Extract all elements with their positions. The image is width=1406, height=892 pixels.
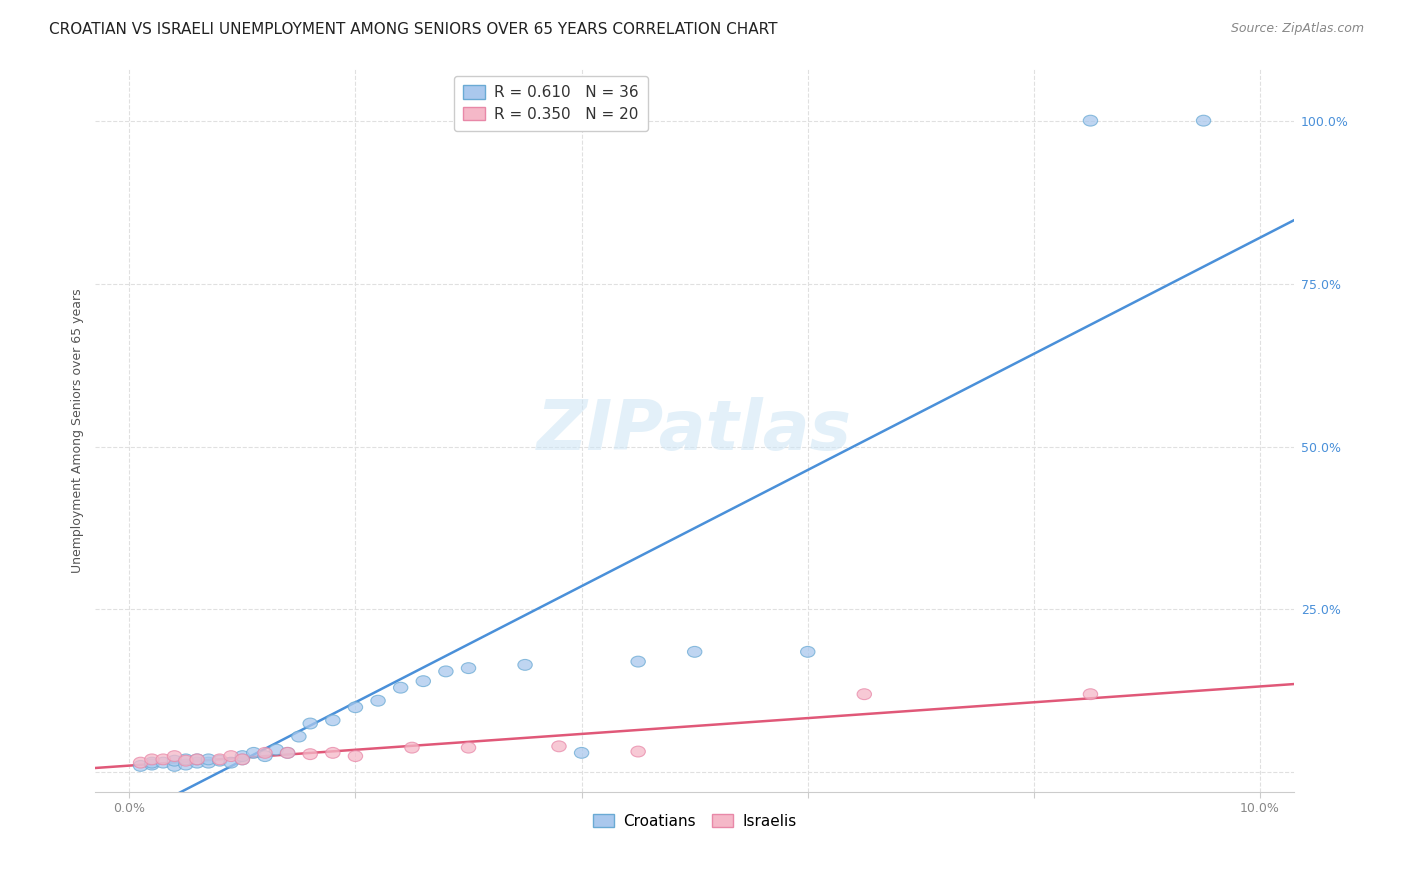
Legend: Croatians, Israelis: Croatians, Israelis <box>586 807 803 835</box>
Text: ZIPatlas: ZIPatlas <box>537 397 852 464</box>
Text: Source: ZipAtlas.com: Source: ZipAtlas.com <box>1230 22 1364 36</box>
Y-axis label: Unemployment Among Seniors over 65 years: Unemployment Among Seniors over 65 years <box>72 288 84 573</box>
Text: CROATIAN VS ISRAELI UNEMPLOYMENT AMONG SENIORS OVER 65 YEARS CORRELATION CHART: CROATIAN VS ISRAELI UNEMPLOYMENT AMONG S… <box>49 22 778 37</box>
